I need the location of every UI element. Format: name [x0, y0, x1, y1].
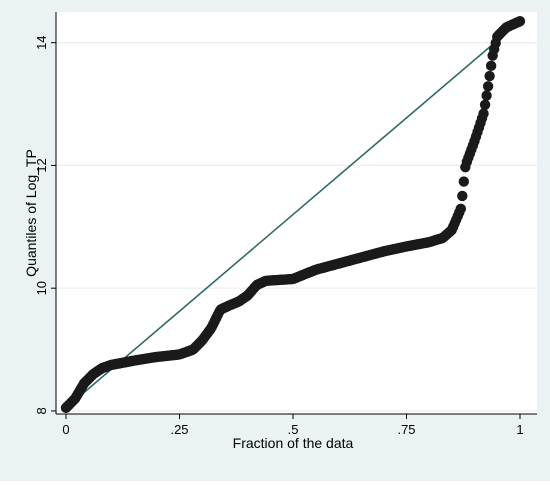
x-tick-label: 1 [516, 422, 523, 437]
y-axis-label: Quantiles of Log_TP [23, 149, 39, 277]
y-tick-label: 14 [34, 35, 49, 49]
x-axis-ticks: 0 .25 .5 .75 1 [62, 414, 524, 437]
reference-line [65, 20, 521, 409]
y-tick-label: 12 [34, 158, 49, 172]
y-tick-label: 10 [34, 281, 49, 295]
data-point [485, 60, 497, 72]
y-axis-ticks: 8 10 12 14 [34, 35, 56, 415]
reference-line-group [65, 20, 521, 409]
x-tick-label: 0 [62, 422, 69, 437]
y-tick-label: 8 [34, 407, 49, 414]
x-tick-label: .5 [288, 422, 299, 437]
x-axis-label: Fraction of the data [233, 435, 354, 451]
data-point [455, 203, 466, 215]
data-points [60, 16, 526, 414]
data-point [482, 81, 494, 92]
data-point [484, 70, 495, 82]
gridlines [56, 42, 537, 412]
x-tick-label: .75 [397, 422, 415, 437]
data-point [458, 176, 470, 187]
data-point [457, 190, 468, 202]
data-point [514, 16, 526, 27]
data-point [481, 90, 492, 101]
data-point [479, 99, 491, 110]
plot-background [56, 12, 537, 414]
data-point [478, 108, 489, 119]
x-tick-label: .25 [170, 422, 188, 437]
